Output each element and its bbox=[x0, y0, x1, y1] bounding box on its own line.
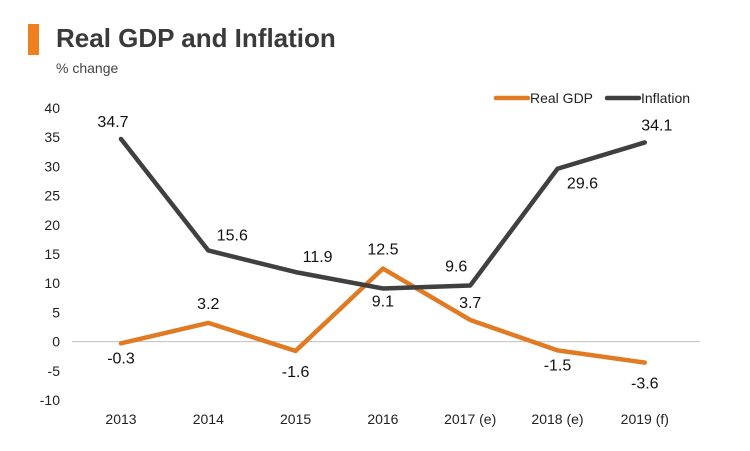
y-tick-label: 5 bbox=[52, 304, 60, 320]
y-tick-label: 15 bbox=[44, 246, 60, 262]
y-tick-label: 25 bbox=[44, 188, 60, 204]
y-axis: 40 35 30 25 20 15 10 5 0 -5 -10 bbox=[40, 100, 700, 408]
y-tick-label: 20 bbox=[44, 217, 60, 233]
series-lines bbox=[118, 136, 648, 365]
x-tick-label: 2015 bbox=[280, 411, 311, 427]
data-label-real-gdp: 12.5 bbox=[367, 242, 398, 259]
y-tick-label: -10 bbox=[40, 392, 60, 408]
y-tick-label: 0 bbox=[52, 334, 60, 350]
data-label-real-gdp: -1.6 bbox=[282, 364, 310, 381]
y-tick-label: -5 bbox=[48, 363, 61, 379]
x-tick-label: 2013 bbox=[105, 411, 136, 427]
data-label-inflation: 15.6 bbox=[217, 227, 248, 244]
series-line-inflation bbox=[118, 136, 648, 291]
data-label-real-gdp: 3.2 bbox=[197, 296, 219, 313]
y-tick-label: 35 bbox=[44, 129, 60, 145]
data-labels: -0.3 3.2 -1.6 12.5 3.7 -1.5 -3.6 34.7 15.6 11.9 9.… bbox=[97, 114, 672, 393]
data-label-inflation: 34.1 bbox=[641, 117, 672, 134]
legend-item-inflation-label: Inflation bbox=[641, 90, 690, 106]
x-tick-label: 2014 bbox=[193, 411, 224, 427]
series-line-real-gdp bbox=[118, 266, 648, 365]
data-label-inflation: 9.1 bbox=[372, 293, 394, 310]
chart-subtitle: % change bbox=[56, 60, 119, 76]
legend-item-real-gdp-label: Real GDP bbox=[530, 90, 593, 106]
x-tick-label: 2018 (e) bbox=[531, 411, 583, 427]
x-tick-label: 2019 (f) bbox=[621, 411, 669, 427]
y-tick-label: 30 bbox=[44, 158, 60, 174]
data-label-real-gdp: -3.6 bbox=[631, 376, 659, 393]
data-label-inflation: 11.9 bbox=[303, 249, 333, 266]
x-axis: 2013 2014 2015 2016 2017 (e) 2018 (e) 2019 (f) bbox=[105, 411, 669, 427]
data-label-inflation: 29.6 bbox=[567, 176, 598, 193]
title-accent-bar bbox=[28, 24, 39, 55]
y-tick-label: 10 bbox=[44, 275, 60, 291]
data-label-inflation: 34.7 bbox=[97, 114, 128, 131]
data-label-real-gdp: -0.3 bbox=[107, 350, 135, 367]
data-label-inflation: 9.6 bbox=[445, 259, 467, 276]
data-label-real-gdp: 3.7 bbox=[459, 295, 481, 312]
x-tick-label: 2016 bbox=[367, 411, 398, 427]
x-tick-label: 2017 (e) bbox=[444, 411, 496, 427]
legend: Real GDP Inflation bbox=[493, 90, 690, 106]
y-tick-label: 40 bbox=[44, 100, 60, 116]
data-label-real-gdp: -1.5 bbox=[544, 357, 572, 374]
chart-title: Real GDP and Inflation bbox=[56, 23, 336, 53]
